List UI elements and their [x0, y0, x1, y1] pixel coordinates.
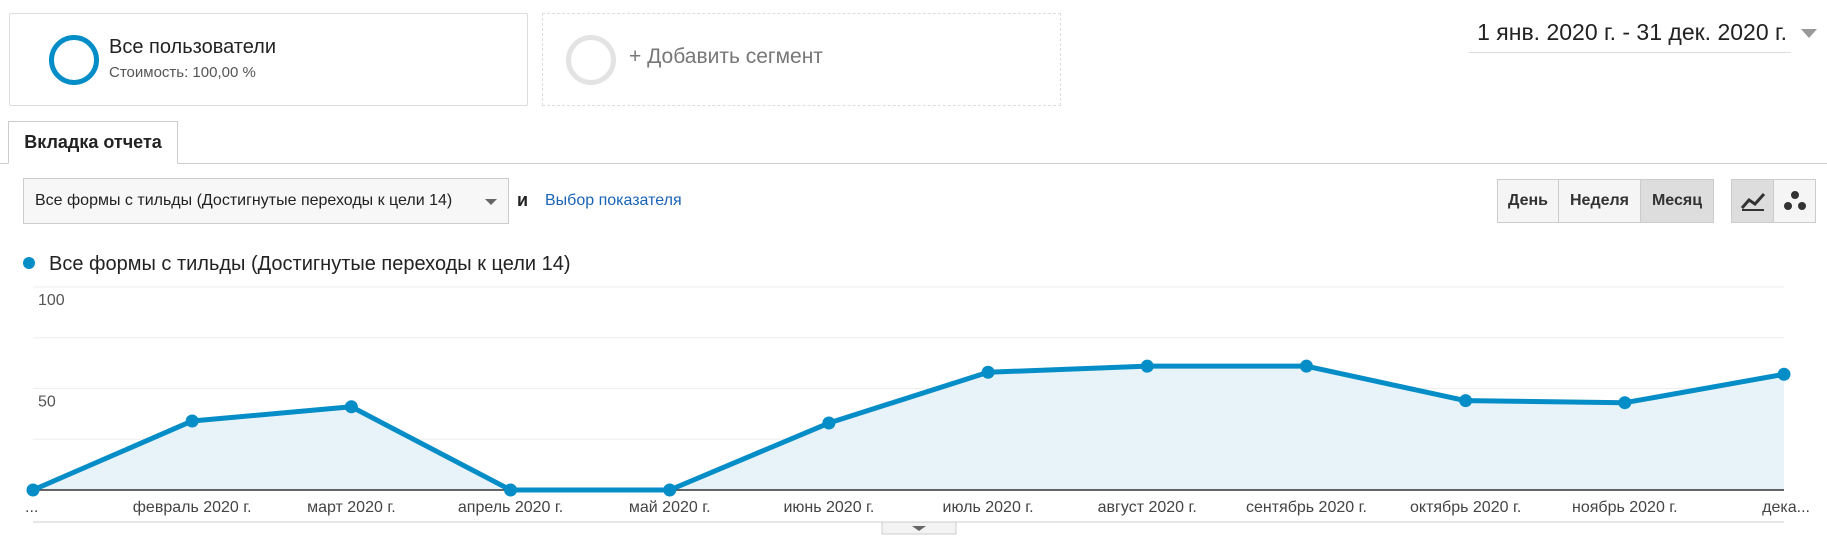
motion-chart-toggle[interactable] [1773, 179, 1816, 223]
segment-subtitle: Стоимость: 100,00 % [109, 64, 256, 81]
select-caret [485, 199, 497, 205]
x-tick-label: июль 2020 г. [943, 499, 1034, 516]
x-tick-label: апрель 2020 г. [458, 499, 563, 516]
x-tick-label: март 2020 г. [307, 499, 396, 516]
segment-icon [49, 35, 99, 85]
x-tick-label: май 2020 г. [629, 499, 711, 516]
metric-select-label: Все формы с тильды (Достигнутые переходы… [35, 192, 453, 209]
line-icon [1740, 192, 1765, 211]
x-tick-label: октябрь 2020 г. [1410, 499, 1521, 516]
report-tab[interactable]: Вкладка отчета [8, 121, 178, 164]
y-tick-label: 50 [38, 394, 56, 411]
point [822, 416, 836, 430]
point [344, 400, 358, 414]
point [1459, 394, 1473, 408]
point [504, 483, 518, 497]
line-chart-toggle[interactable] [1731, 179, 1774, 223]
segment-title: Все пользователи [109, 36, 277, 58]
bubble-icon [1783, 191, 1806, 210]
x-tick-label: сентябрь 2020 г. [1246, 499, 1367, 516]
period-week[interactable]: Неделя [1558, 179, 1641, 223]
line [32, 363, 1785, 493]
point [981, 365, 995, 379]
legend-label: Все формы с тильды (Достигнутые переходы… [49, 253, 571, 275]
date-range[interactable]: 1 янв. 2020 г. - 31 дек. 2020 г. [1469, 19, 1791, 53]
x-tick-label: ... [25, 499, 38, 516]
area [33, 366, 1784, 490]
and-label: и [517, 190, 529, 210]
period-day[interactable]: День [1497, 179, 1559, 223]
legend-dot [23, 257, 35, 269]
point [1618, 396, 1632, 410]
x-tick-label: ноябрь 2020 г. [1572, 499, 1678, 516]
point [185, 414, 199, 428]
expand-caret [912, 526, 926, 531]
point [1777, 367, 1791, 381]
x-tick-label: дека... [1762, 499, 1810, 516]
date-caret [1801, 29, 1817, 38]
y-tick-label: 100 [38, 292, 65, 309]
add-segment-icon [566, 35, 616, 85]
choose-metric[interactable]: Выбор показателя [545, 192, 682, 209]
add-segment[interactable]: + Добавить сегмент [542, 13, 1061, 106]
x-tick-label: февраль 2020 г. [133, 499, 252, 516]
point [1140, 359, 1154, 373]
point [1299, 359, 1313, 373]
chart: Все формы с тильды (Достигнутые переходы… [23, 253, 1810, 535]
point [663, 483, 677, 497]
period-month[interactable]: Месяц [1640, 179, 1714, 223]
metric-select[interactable]: Все формы с тильды (Достигнутые переходы… [23, 178, 509, 224]
add-segment-label: + Добавить сегмент [629, 45, 823, 68]
point [26, 483, 40, 497]
x-tick-label: август 2020 г. [1098, 499, 1197, 516]
x-tick-label: июнь 2020 г. [783, 499, 874, 516]
tab-rule [0, 163, 1827, 164]
segment-card[interactable]: Все пользователи Стоимость: 100,00 % [9, 13, 528, 106]
